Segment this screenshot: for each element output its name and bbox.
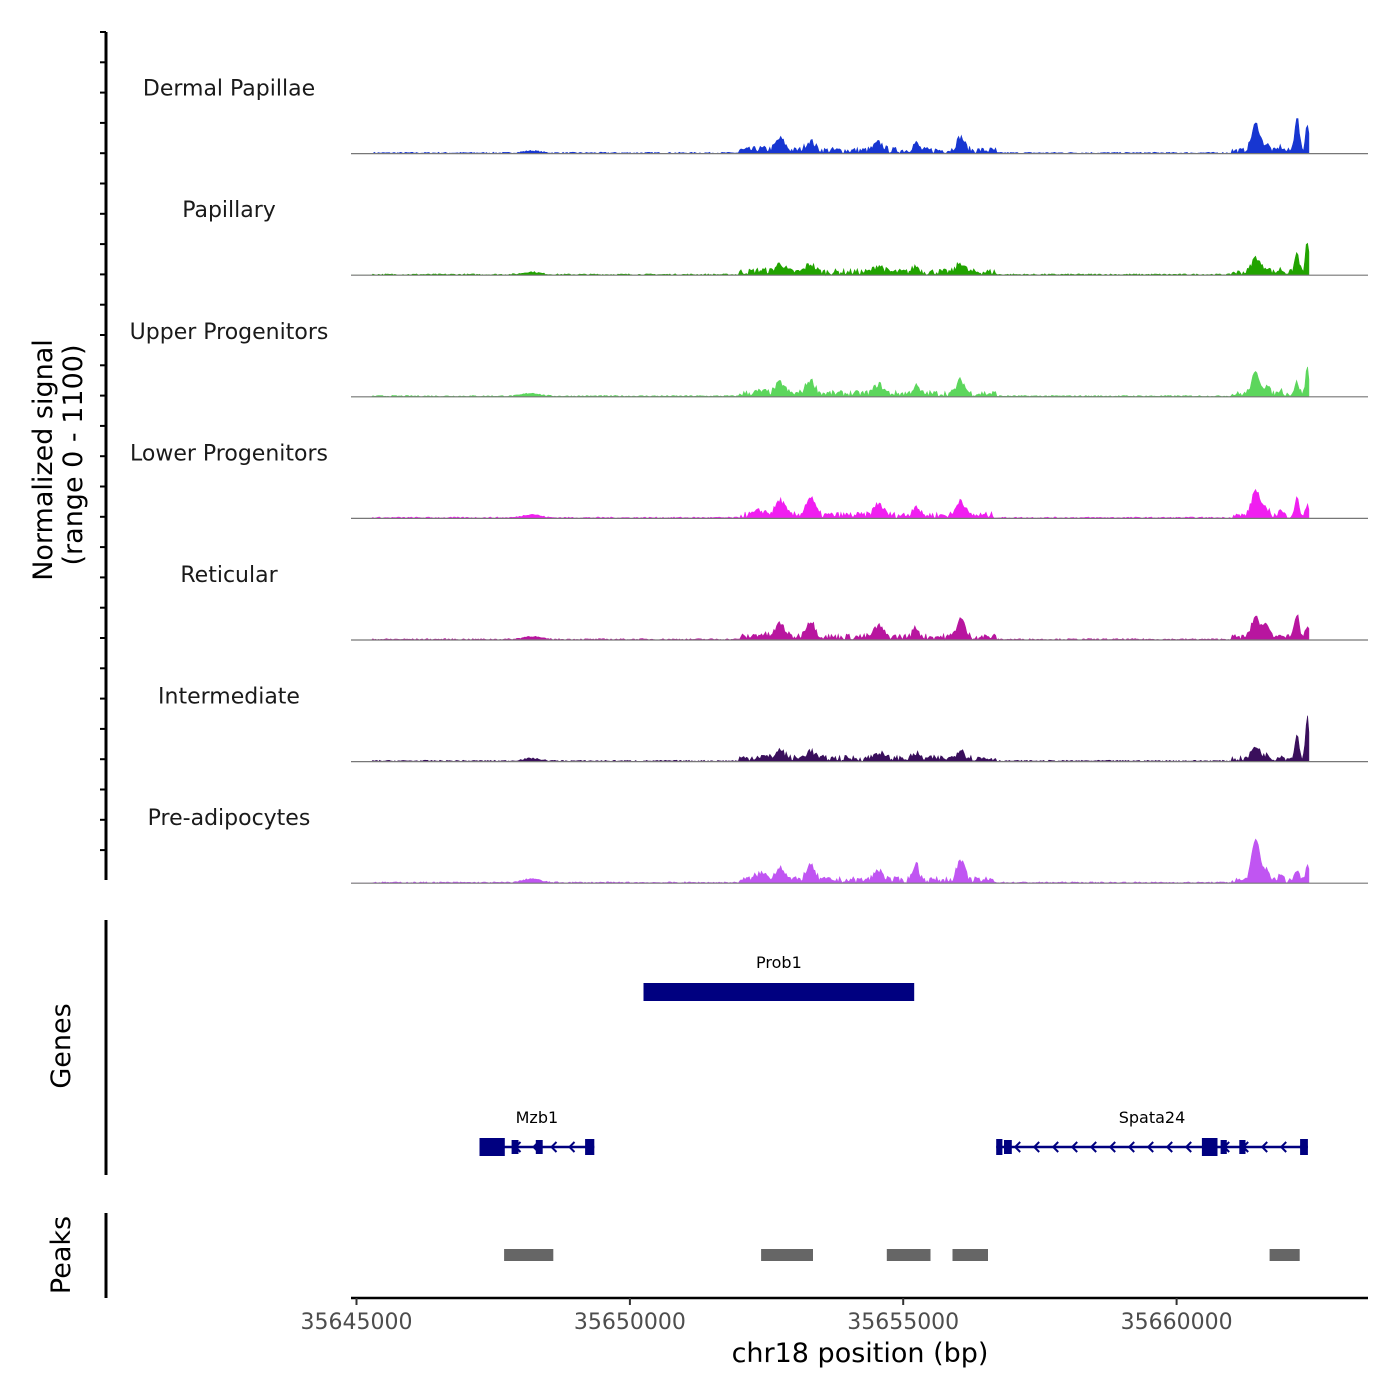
x-tick-label: 35645000	[301, 1310, 413, 1335]
strand-arrow	[1146, 1141, 1154, 1153]
track-label: Lower Progenitors	[130, 441, 328, 466]
strand-arrow	[1070, 1141, 1078, 1153]
peak-4	[1269, 1249, 1300, 1261]
genes-track-label: Genes	[46, 1003, 77, 1088]
strand-arrow	[1127, 1141, 1135, 1153]
strand-arrow	[1260, 1141, 1268, 1153]
track-label: Papillary	[182, 198, 276, 223]
x-tick-label: 35650000	[574, 1310, 686, 1335]
peaks-track-label: Peaks	[46, 1216, 77, 1294]
y-axis-title: Normalized signal	[28, 339, 59, 581]
track-label: Pre-adipocytes	[148, 806, 311, 831]
strand-arrow	[1108, 1141, 1116, 1153]
coverage-area	[351, 118, 1310, 155]
gene-exon	[1004, 1140, 1012, 1154]
gene-exon	[996, 1139, 1003, 1155]
gene-label: Mzb1	[516, 1108, 559, 1127]
track-intermediate: Intermediate	[158, 685, 1368, 763]
coverage-area	[351, 614, 1310, 641]
peak-1	[761, 1249, 813, 1261]
coverage-area	[351, 715, 1310, 763]
coverage-area	[351, 488, 1310, 519]
track-label: Intermediate	[158, 685, 300, 710]
coverage-area	[351, 838, 1310, 885]
gene-exon	[511, 1140, 519, 1154]
track-label: Upper Progenitors	[130, 320, 329, 345]
genes-track: Prob1 Mzb1 Spata24	[479, 953, 1308, 1156]
strand-arrow	[1279, 1141, 1287, 1153]
gene-body	[643, 983, 915, 1001]
x-axis-ticks: 35645000 35650000 35655000 35660000	[301, 1298, 1233, 1335]
coverage-area	[351, 366, 1310, 398]
strand-arrow	[1089, 1141, 1097, 1153]
gene-exon	[585, 1139, 595, 1155]
gene-label: Spata24	[1119, 1108, 1186, 1127]
peak-0	[504, 1249, 554, 1261]
x-tick-label: 35660000	[1121, 1310, 1233, 1335]
gene-prob1: Prob1	[643, 953, 915, 1001]
strand-arrow	[1013, 1141, 1021, 1153]
y-axis-subtitle: (range 0 - 1100)	[58, 345, 89, 566]
strand-arrow	[550, 1141, 558, 1153]
peak-2	[886, 1249, 931, 1261]
track-papillary: Papillary	[182, 198, 1368, 277]
track-upper-progenitors: Upper Progenitors	[130, 320, 1368, 398]
coverage-area	[351, 242, 1310, 277]
strand-arrow	[1051, 1141, 1059, 1153]
track-label: Dermal Papillae	[143, 77, 315, 102]
gene-spata24: Spata24	[996, 1108, 1308, 1156]
peak-3	[952, 1249, 988, 1261]
gene-exon	[535, 1140, 543, 1154]
strand-arrow	[568, 1141, 576, 1153]
peaks-track	[504, 1249, 1300, 1261]
gene-mzb1: Mzb1	[479, 1108, 595, 1156]
track-reticular: Reticular	[180, 563, 1368, 641]
gene-label: Prob1	[756, 953, 802, 972]
gene-exon	[479, 1138, 505, 1156]
track-dermal-papillae: Dermal Papillae	[143, 77, 1368, 155]
gene-exon	[1220, 1140, 1227, 1154]
signal-y-ticks	[100, 31, 106, 852]
gene-exon	[1300, 1139, 1308, 1155]
coverage-tracks: Dermal Papillae Papillary Upper Progenitor…	[130, 77, 1368, 885]
x-tick-label: 35655000	[847, 1310, 959, 1335]
gene-exon	[1239, 1140, 1246, 1154]
x-axis-title: chr18 position (bp)	[732, 1338, 989, 1369]
strand-arrow	[1165, 1141, 1173, 1153]
track-lower-progenitors: Lower Progenitors	[130, 441, 1368, 520]
strand-arrow	[1032, 1141, 1040, 1153]
track-label: Reticular	[180, 563, 278, 588]
track-pre-adipocytes: Pre-adipocytes	[148, 806, 1368, 885]
strand-arrow	[1184, 1141, 1192, 1153]
gene-exon	[1201, 1138, 1218, 1156]
